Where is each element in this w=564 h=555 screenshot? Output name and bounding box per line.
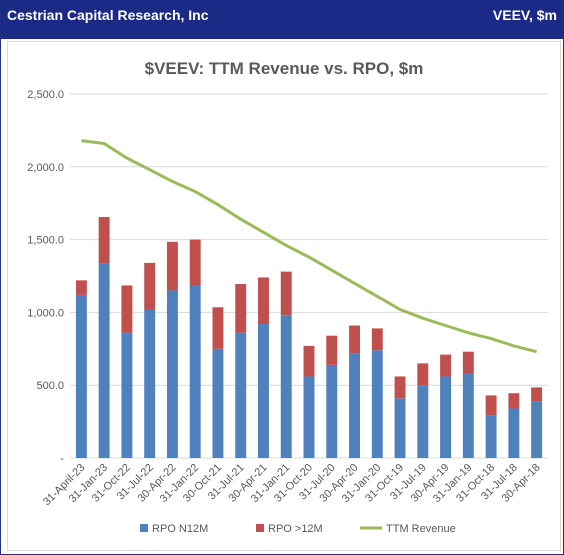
y-tick-label: 2,500.0	[27, 89, 64, 101]
bar-rpo-n12m	[394, 398, 406, 458]
bar-rpo-gt12m	[508, 393, 520, 409]
bar-rpo-n12m	[189, 285, 201, 458]
bar-rpo-n12m	[258, 324, 269, 458]
line-ttm-revenue	[81, 139, 537, 354]
chart-title: $VEEV: TTM Revenue vs. RPO, $m	[145, 59, 424, 78]
bar-rpo-n12m	[166, 290, 178, 458]
line-series	[81, 139, 537, 354]
legend-swatch	[140, 524, 148, 532]
bar-rpo-gt12m	[212, 307, 224, 349]
y-tick-label: 2,000.0	[27, 162, 64, 174]
bar-rpo-n12m	[212, 348, 224, 458]
bar-rpo-gt12m	[485, 395, 497, 416]
y-tick-label: 1,000.0	[27, 307, 64, 319]
bar-rpo-gt12m	[144, 262, 156, 310]
bar-rpo-gt12m	[394, 376, 406, 399]
bar-rpo-gt12m	[258, 277, 269, 325]
bar-rpo-gt12m	[462, 351, 474, 374]
bar-rpo-n12m	[235, 332, 247, 458]
bar-rpo-n12m	[531, 401, 543, 458]
bar-rpo-gt12m	[280, 271, 292, 316]
legend-item-rpo-n12m: RPO N12M	[140, 523, 208, 535]
bar-rpo-gt12m	[121, 285, 133, 333]
bar-rpo-gt12m	[303, 345, 315, 377]
bar-rpo-n12m	[98, 263, 110, 458]
x-axis-ticks: 31-April-2331-Jan-2331-Oct-2231-Jul-2230…	[41, 462, 543, 509]
bar-rpo-n12m	[485, 415, 497, 458]
legend-swatch	[256, 524, 264, 532]
bar-rpo-gt12m	[235, 284, 247, 333]
bar-rpo-n12m	[280, 315, 292, 458]
legend-label: RPO N12M	[152, 523, 208, 535]
bar-rpo-n12m	[440, 376, 452, 458]
bar-rpo-n12m	[121, 332, 133, 458]
y-axis-ticks: - 500.0 1,000.0 1,500.0 2,000.0 2,500.0	[27, 89, 64, 465]
bar-rpo-gt12m	[531, 387, 543, 402]
bar-rpo-gt12m	[371, 328, 383, 351]
bar-rpo-n12m	[303, 376, 315, 458]
y-tick-label: 1,500.0	[27, 235, 64, 247]
bar-rpo-gt12m	[417, 363, 429, 386]
bar-rpo-n12m	[462, 373, 474, 458]
bar-rpo-n12m	[417, 385, 429, 458]
bar-rpo-n12m	[326, 364, 338, 458]
legend-label: TTM Revenue	[386, 523, 456, 535]
bar-rpo-gt12m	[98, 217, 110, 264]
bar-rpo-gt12m	[75, 280, 87, 295]
legend-item-ttm-revenue: TTM Revenue	[360, 523, 456, 535]
bar-rpo-n12m	[371, 350, 383, 458]
bar-rpo-gt12m	[166, 241, 178, 291]
ticker-label: VEEV, $m	[492, 7, 557, 23]
bar-rpo-n12m	[349, 353, 360, 458]
bar-rpo-gt12m	[349, 325, 360, 354]
legend-item-rpo-gt12m: RPO >12M	[256, 523, 323, 535]
bar-series	[75, 217, 543, 458]
y-tick-label: -	[60, 453, 64, 465]
revenue-rpo-chart: $VEEV: TTM Revenue vs. RPO, $m - 500.0 1,0…	[27, 59, 548, 535]
company-name: Cestrian Capital Research, Inc	[7, 7, 209, 23]
bar-rpo-n12m	[75, 294, 87, 458]
bar-rpo-gt12m	[326, 335, 338, 365]
bar-rpo-n12m	[144, 309, 156, 458]
legend-label: RPO >12M	[268, 523, 323, 535]
bar-rpo-gt12m	[440, 354, 452, 377]
legend: RPO N12M RPO >12M TTM Revenue	[140, 523, 456, 535]
bar-rpo-n12m	[508, 408, 520, 458]
y-tick-label: 500.0	[36, 380, 64, 392]
bar-rpo-gt12m	[189, 239, 201, 286]
chart-area: $VEEV: TTM Revenue vs. RPO, $m - 500.0 1,0…	[7, 41, 561, 551]
report-header: Cestrian Capital Research, Inc VEEV, $m	[1, 1, 563, 39]
